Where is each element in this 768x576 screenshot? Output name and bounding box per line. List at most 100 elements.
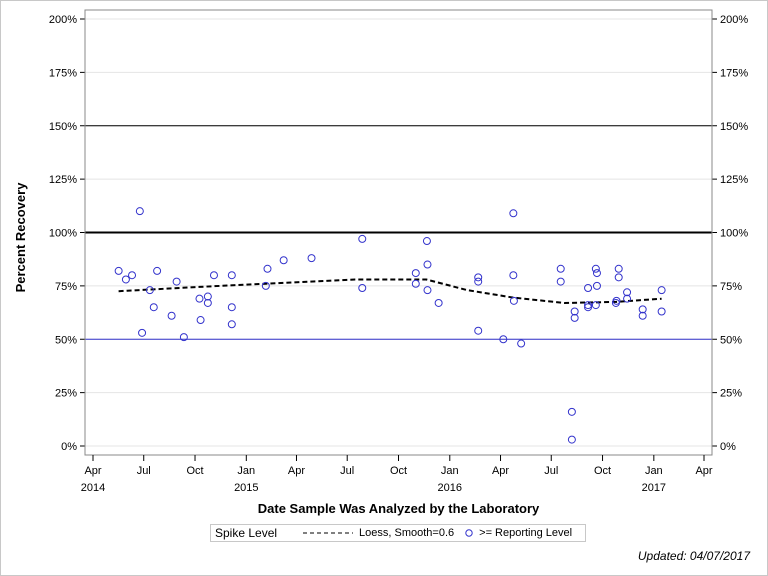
data-point: [570, 307, 579, 316]
y-axis-title: Percent Recovery: [13, 182, 28, 293]
data-point: [411, 269, 420, 278]
data-point: [422, 237, 431, 246]
x-tick-label: Jan: [237, 465, 255, 477]
data-point: [474, 326, 483, 335]
data-point: [474, 277, 483, 286]
data-point: [196, 316, 205, 325]
x-tick-label: Oct: [186, 465, 203, 477]
x-tick-label: Jul: [544, 465, 558, 477]
data-point: [209, 271, 218, 280]
data-point: [614, 273, 623, 282]
loess-line: [118, 278, 662, 305]
data-point: [509, 271, 518, 280]
data-point: [657, 286, 666, 295]
y-tick-label: 0%: [61, 441, 77, 453]
legend-title: Spike Level: [215, 526, 278, 540]
y-tick-label-right: 200%: [720, 14, 748, 26]
data-point: [121, 275, 130, 284]
data-point: [434, 298, 443, 307]
x-tick-label: Apr: [288, 465, 305, 477]
y-tick-label-right: 150%: [720, 121, 748, 133]
legend: Spike Level Loess, Smooth=0.6 >= Reporti…: [210, 524, 586, 542]
y-tick-label: 50%: [55, 334, 77, 346]
data-point: [114, 266, 123, 275]
data-point: [614, 264, 623, 273]
x-tick-label: Apr: [84, 465, 101, 477]
y-tick-label-right: 25%: [720, 388, 742, 400]
data-point: [474, 273, 483, 282]
data-point: [591, 264, 600, 273]
data-point: [612, 296, 621, 305]
x-tick-year: 2015: [234, 482, 258, 494]
data-point: [135, 207, 144, 216]
data-point: [584, 301, 593, 310]
data-point: [195, 294, 204, 303]
y-tick-label: 25%: [55, 388, 77, 400]
data-point: [556, 264, 565, 273]
data-point: [138, 328, 147, 337]
data-point: [203, 292, 212, 301]
y-tick-label: 100%: [49, 228, 77, 240]
data-point: [227, 320, 236, 329]
data-point: [423, 286, 432, 295]
data-point: [657, 307, 666, 316]
y-tick-label-right: 100%: [720, 228, 748, 240]
legend-points-label: >= Reporting Level: [479, 527, 573, 539]
data-point: [570, 313, 579, 322]
x-tick-label: Apr: [695, 465, 712, 477]
data-point: [517, 339, 526, 348]
x-tick-label: Apr: [492, 465, 509, 477]
y-tick-label-right: 175%: [720, 67, 748, 79]
y-tick-label-right: 50%: [720, 334, 742, 346]
data-point: [509, 209, 518, 218]
data-point: [509, 296, 518, 305]
data-point: [556, 277, 565, 286]
data-point: [149, 303, 158, 312]
data-point: [591, 301, 600, 310]
updated-timestamp: Updated: 04/07/2017: [637, 549, 750, 563]
data-point: [358, 284, 367, 293]
data-point: [261, 281, 270, 290]
x-tick-year: 2017: [642, 482, 666, 494]
data-point: [567, 435, 576, 444]
data-point: [307, 254, 316, 263]
x-tick-label: Jan: [441, 465, 459, 477]
data-point: [638, 311, 647, 320]
data-point: [128, 271, 137, 280]
data-point: [638, 305, 647, 314]
x-tick-year: 2016: [438, 482, 462, 494]
data-point: [623, 294, 632, 303]
data-point: [179, 333, 188, 342]
legend-dashed-line-icon: [303, 532, 354, 534]
data-point: [227, 303, 236, 312]
x-tick-label: Jan: [645, 465, 663, 477]
data-point: [623, 288, 632, 297]
legend-circle-icon: [465, 529, 473, 537]
y-tick-label: 125%: [49, 174, 77, 186]
data-point: [227, 271, 236, 280]
data-point: [423, 260, 432, 269]
data-point: [279, 256, 288, 265]
x-tick-label: Jul: [340, 465, 354, 477]
data-point: [358, 234, 367, 243]
x-tick-year: 2014: [81, 482, 105, 494]
data-point: [584, 303, 593, 312]
x-tick-label: Jul: [137, 465, 151, 477]
data-point: [499, 335, 508, 344]
legend-loess-label: Loess, Smooth=0.6: [359, 527, 455, 539]
y-tick-label: 150%: [49, 121, 77, 133]
data-point: [203, 298, 212, 307]
x-tick-label: Oct: [390, 465, 407, 477]
data-point: [411, 279, 420, 288]
y-tick-label-right: 125%: [720, 174, 748, 186]
x-axis-title: Date Sample Was Analyzed by the Laborato…: [258, 501, 540, 516]
y-tick-label-right: 0%: [720, 441, 736, 453]
data-point: [153, 266, 162, 275]
data-point: [592, 281, 601, 290]
data-point: [167, 311, 176, 320]
y-tick-label-right: 75%: [720, 281, 742, 293]
data-point: [172, 277, 181, 286]
data-point: [263, 264, 272, 273]
data-point: [567, 407, 576, 416]
